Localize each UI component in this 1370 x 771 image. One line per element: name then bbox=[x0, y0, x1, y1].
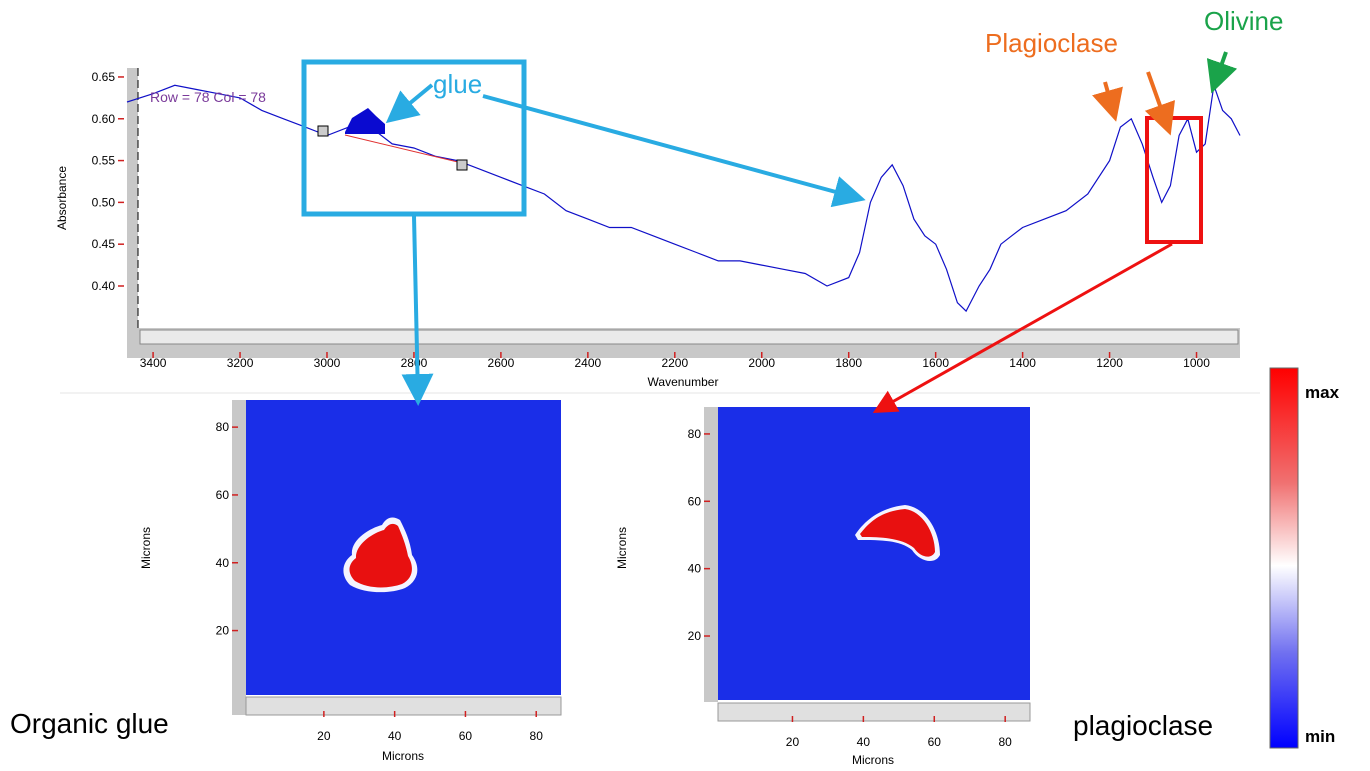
y-tick-label: 80 bbox=[688, 427, 702, 441]
arrow bbox=[482, 94, 866, 208]
glue-peak-fill bbox=[345, 108, 385, 134]
y-tick-label: 0.60 bbox=[92, 112, 116, 126]
x-tick-label: 60 bbox=[459, 729, 473, 743]
x-tick-label: 60 bbox=[928, 735, 942, 749]
x-axis-title: Wavenumber bbox=[648, 375, 719, 389]
spectrum-chart: 0.40 0.45 0.50 0.55 0.60 0.65 3400 3200 3000 2800… bbox=[55, 68, 1241, 389]
handle bbox=[317, 125, 329, 137]
x-tick-label: 3200 bbox=[227, 356, 254, 370]
annotation: Olivine bbox=[1204, 6, 1283, 36]
y-tick-label: 0.40 bbox=[92, 279, 116, 293]
x-tick-label: 2400 bbox=[575, 356, 602, 370]
handle bbox=[456, 159, 468, 171]
side-bar bbox=[127, 68, 138, 358]
y-tick-label: 60 bbox=[688, 494, 702, 508]
y-tick-label: 80 bbox=[216, 420, 230, 434]
y-tick-label: 0.45 bbox=[92, 237, 116, 251]
x-tick-label: 80 bbox=[999, 735, 1013, 749]
annotation: glue bbox=[433, 69, 482, 99]
caption: Organic glue bbox=[10, 708, 169, 739]
arrow bbox=[401, 215, 434, 406]
arrow bbox=[1144, 71, 1175, 136]
annotation: Plagioclase bbox=[985, 28, 1118, 58]
colorbar-label: min bbox=[1305, 727, 1335, 746]
heatmap-glue: 20 40 60 80 20 40 60 80 Microns Microns bbox=[139, 400, 562, 763]
x-tick-label: 20 bbox=[786, 735, 800, 749]
colorbar-label: max bbox=[1305, 383, 1340, 402]
x-tick-label: 20 bbox=[317, 729, 331, 743]
arrow bbox=[385, 83, 434, 124]
x-tick-label: 1800 bbox=[835, 356, 862, 370]
arrow bbox=[1206, 51, 1238, 94]
blob bbox=[349, 523, 412, 588]
x-tick-label: 2800 bbox=[401, 356, 428, 370]
cursor-label: Row = 78 Col = 78 bbox=[150, 89, 266, 105]
baseline bbox=[344, 134, 463, 164]
y-axis-title: Microns bbox=[615, 527, 629, 569]
glue-box bbox=[301, 59, 527, 217]
arrow bbox=[872, 242, 1173, 413]
x-axis-title: Microns bbox=[852, 753, 894, 767]
side-bar bbox=[704, 407, 718, 702]
x-tick-label: 2600 bbox=[488, 356, 515, 370]
x-tick-label: 2200 bbox=[661, 356, 688, 370]
scroll-bar bbox=[245, 696, 562, 716]
x-tick-label: 3000 bbox=[314, 356, 341, 370]
x-tick-label: 3400 bbox=[140, 356, 167, 370]
scroll-bar bbox=[717, 702, 1031, 722]
arrow bbox=[1092, 81, 1123, 122]
x-tick-label: 1400 bbox=[1009, 356, 1036, 370]
x-tick-label: 80 bbox=[530, 729, 544, 743]
y-tick-label: 0.55 bbox=[92, 154, 116, 168]
x-tick-label: 2000 bbox=[748, 356, 775, 370]
y-tick-label: 20 bbox=[688, 629, 702, 643]
scroll-track bbox=[139, 329, 1239, 345]
caption: plagioclase bbox=[1073, 710, 1213, 741]
side-bar bbox=[232, 400, 246, 715]
x-axis-title: Microns bbox=[382, 749, 424, 763]
y-tick-label: 60 bbox=[216, 488, 230, 502]
heatmap-plagioclase: 20 40 60 80 20 40 60 80 Microns Microns bbox=[615, 407, 1031, 767]
y-axis-title: Absorbance bbox=[55, 166, 69, 230]
blob bbox=[860, 509, 935, 557]
x-tick-label: 40 bbox=[388, 729, 402, 743]
y-tick-label: 0.50 bbox=[92, 195, 116, 209]
y-axis-title: Microns bbox=[139, 527, 153, 569]
spectrum-line bbox=[126, 84, 1241, 313]
map-image bbox=[718, 407, 1030, 700]
x-tick-label: 40 bbox=[857, 735, 871, 749]
x-tick-label: 1600 bbox=[922, 356, 949, 370]
y-tick-label: 40 bbox=[688, 562, 702, 576]
y-tick-label: 0.65 bbox=[92, 70, 116, 84]
x-tick-label: 1000 bbox=[1183, 356, 1210, 370]
colorbar bbox=[1269, 367, 1299, 749]
y-tick-label: 40 bbox=[216, 556, 230, 570]
x-tick-label: 1200 bbox=[1096, 356, 1123, 370]
y-tick-label: 20 bbox=[216, 624, 230, 638]
